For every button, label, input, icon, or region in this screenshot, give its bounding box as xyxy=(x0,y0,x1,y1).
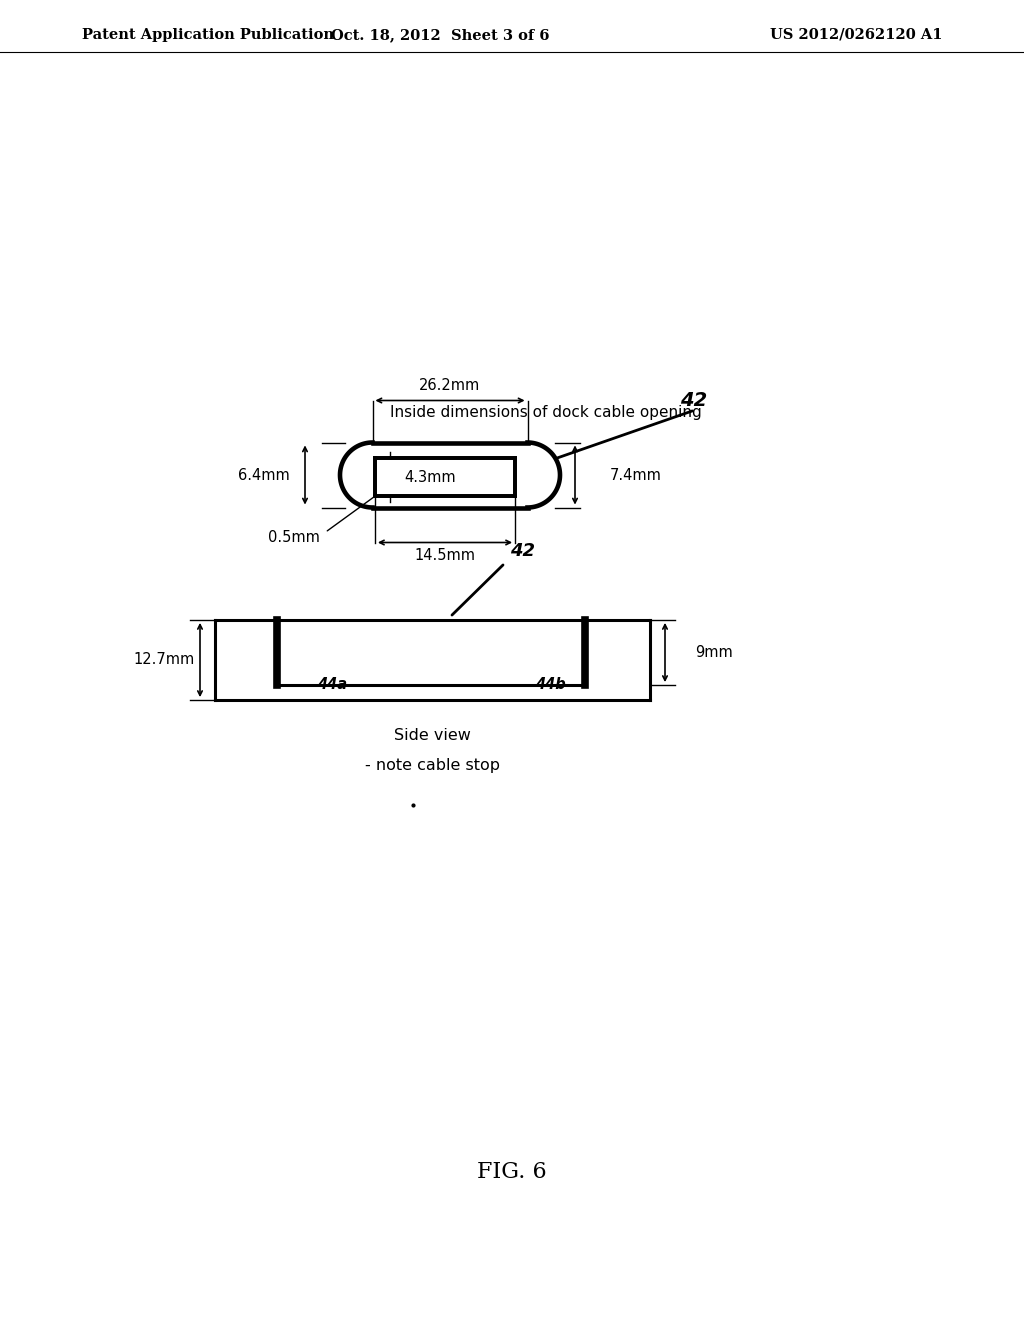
Text: Patent Application Publication: Patent Application Publication xyxy=(82,28,334,42)
Text: Inside dimensions of dock cable opening: Inside dimensions of dock cable opening xyxy=(390,405,701,420)
Text: 6.4mm: 6.4mm xyxy=(239,467,290,483)
Text: US 2012/0262120 A1: US 2012/0262120 A1 xyxy=(769,28,942,42)
Text: - note cable stop: - note cable stop xyxy=(365,758,500,774)
Text: 42: 42 xyxy=(510,543,535,560)
Text: Side view: Side view xyxy=(394,729,471,743)
Text: 42: 42 xyxy=(680,391,708,411)
Text: 14.5mm: 14.5mm xyxy=(415,549,475,564)
Text: 4.3mm: 4.3mm xyxy=(404,470,456,484)
Text: Oct. 18, 2012  Sheet 3 of 6: Oct. 18, 2012 Sheet 3 of 6 xyxy=(331,28,549,42)
Text: 9mm: 9mm xyxy=(695,645,733,660)
Text: 7.4mm: 7.4mm xyxy=(610,467,662,483)
Text: 12.7mm: 12.7mm xyxy=(134,652,195,668)
Text: 44a: 44a xyxy=(317,677,347,692)
Text: FIG. 6: FIG. 6 xyxy=(477,1162,547,1183)
Text: 0.5mm: 0.5mm xyxy=(268,531,319,545)
Text: 26.2mm: 26.2mm xyxy=(420,378,480,392)
Text: 44b: 44b xyxy=(535,677,565,692)
